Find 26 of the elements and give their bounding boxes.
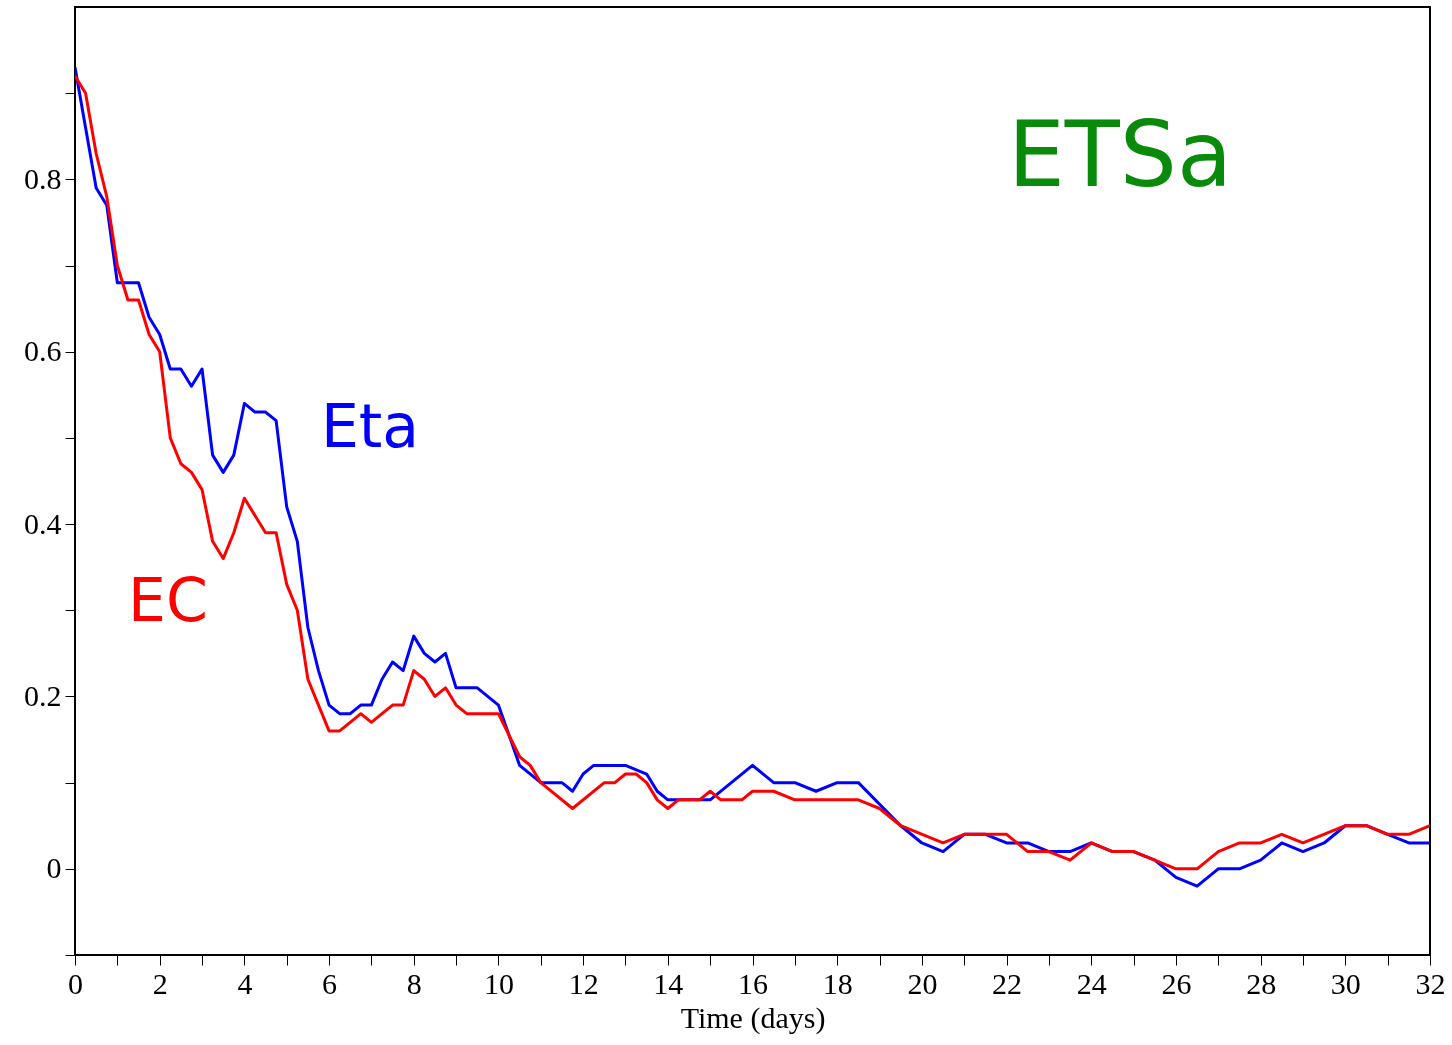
series-label: Eta <box>320 391 420 461</box>
text: ETSa <box>1007 102 1233 207</box>
x-tick-label: 18 <box>822 966 853 1000</box>
x-tick-label: 0 <box>68 966 83 1000</box>
x-tick-label: 6 <box>322 966 338 1000</box>
x-tick-label: 28 <box>1246 966 1277 1000</box>
x-tick-label: 4 <box>237 966 253 1000</box>
y-tick-label: 0 <box>46 851 62 885</box>
x-tick-label: 20 <box>907 966 938 1000</box>
y-tick-label: 0.8 <box>24 161 62 195</box>
x-tick-label: 16 <box>738 966 768 1000</box>
x-tick-label: 24 <box>1076 966 1107 1000</box>
series-label: EC <box>128 565 208 635</box>
y-tick-label: 0.2 <box>24 678 62 712</box>
x-tick-label: 32 <box>1415 966 1446 1000</box>
x-tick-label: 2 <box>152 966 168 1000</box>
x-tick-label: 10 <box>483 966 514 1000</box>
x-tick-label: 14 <box>653 966 684 1000</box>
x-tick-label: 26 <box>1161 966 1192 1000</box>
x-tick-label: 8 <box>406 966 422 1000</box>
x-tick-label: 12 <box>568 966 599 1000</box>
x-axis-title: Time (days) <box>680 1000 826 1035</box>
x-tick-label: 30 <box>1330 966 1361 1000</box>
x-tick-label: 22 <box>992 966 1023 1000</box>
y-tick-label: 0.6 <box>24 334 62 368</box>
y-tick-label: 0.4 <box>24 506 62 540</box>
